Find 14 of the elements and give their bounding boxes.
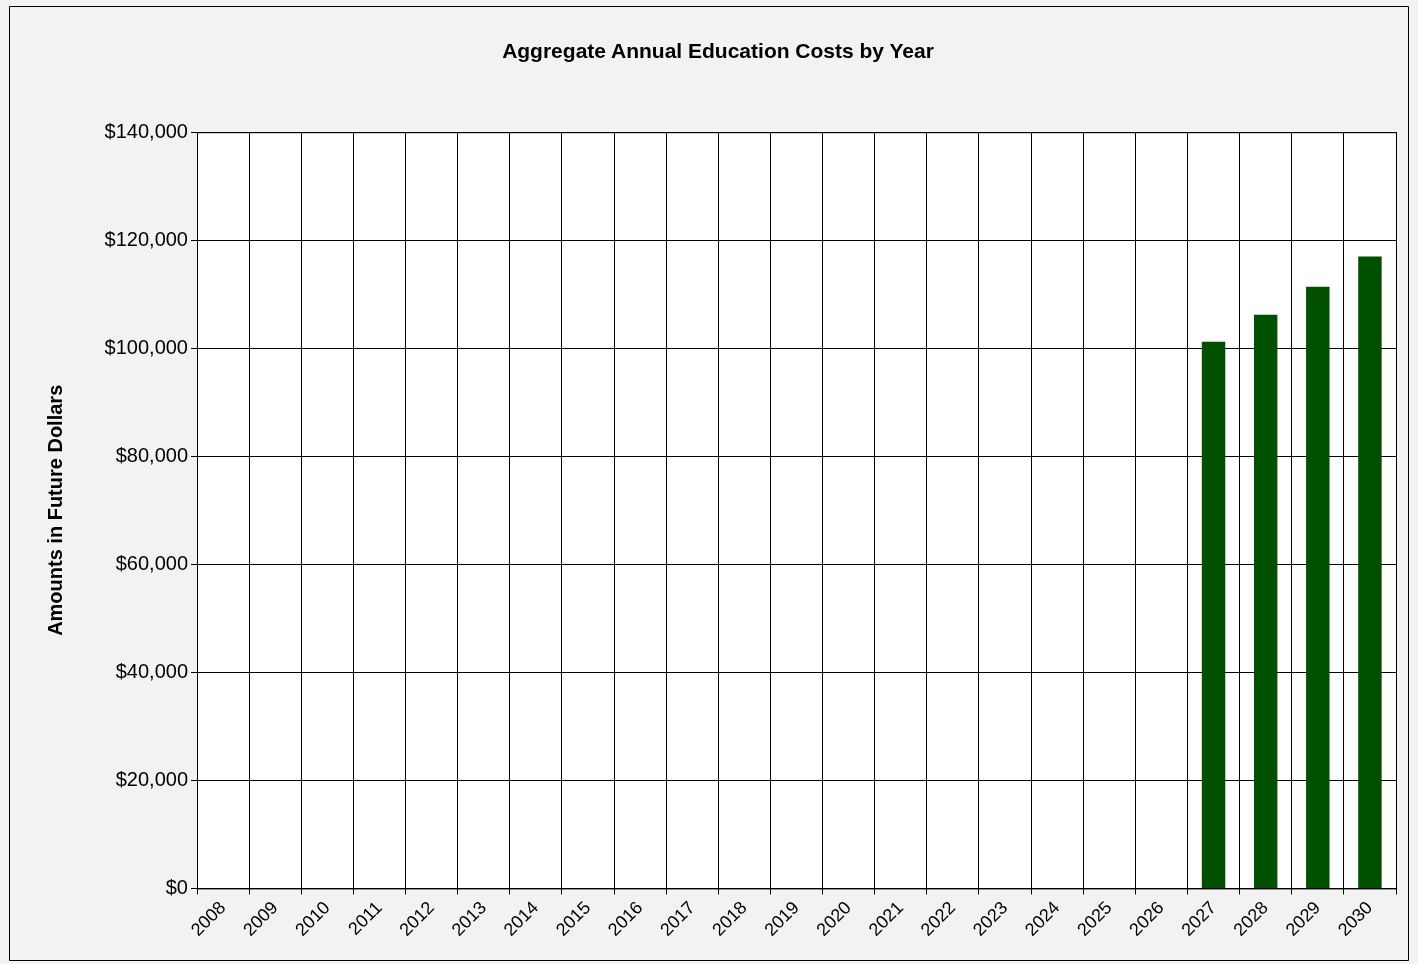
bar [1201, 341, 1226, 888]
y-axis-title: Amounts in Future Dollars [43, 384, 66, 636]
bar [1306, 286, 1330, 888]
y-tick-label: $140,000 [104, 119, 188, 142]
chart-title: Aggregate Annual Education Costs by Year [502, 39, 934, 63]
y-tick-label: $20,000 [115, 767, 188, 790]
y-tick-label: $100,000 [104, 335, 188, 358]
bar [1253, 314, 1278, 888]
y-tick-label: $120,000 [104, 227, 188, 250]
y-tick-label: $80,000 [115, 443, 188, 466]
y-tick-label: $60,000 [115, 551, 188, 574]
y-tick-label: $0 [165, 875, 188, 898]
bar [1358, 256, 1382, 888]
y-tick-label: $40,000 [115, 659, 188, 682]
